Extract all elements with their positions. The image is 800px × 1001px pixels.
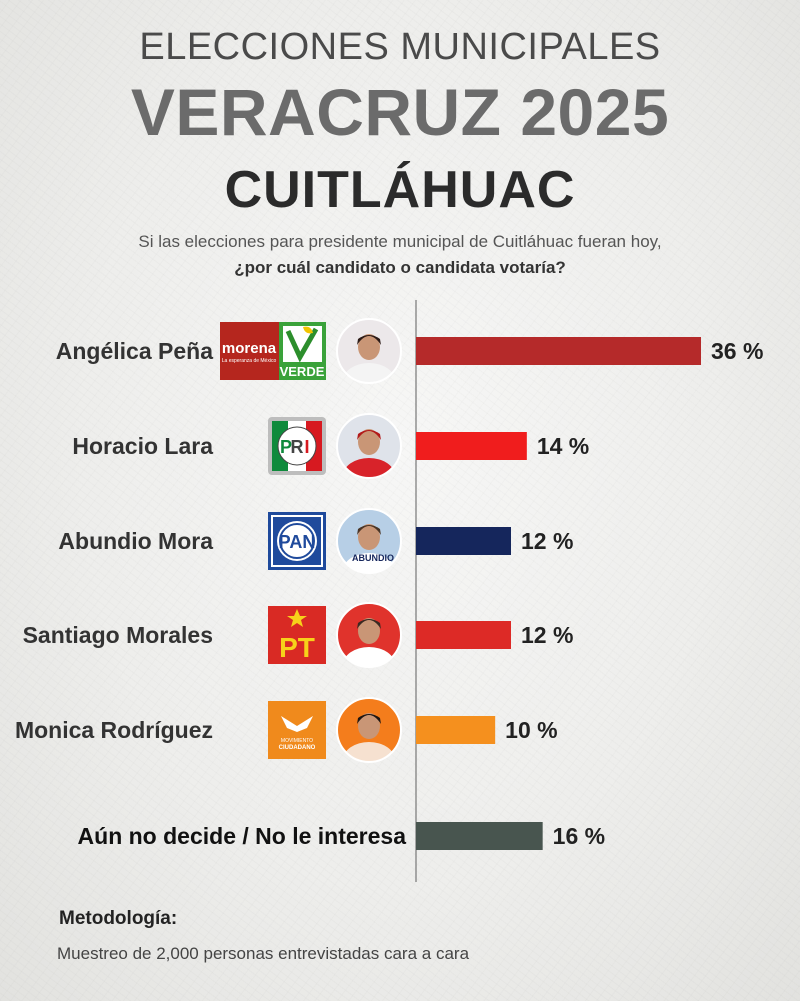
pri-letter-r: R [291, 437, 304, 457]
bar [416, 432, 527, 460]
category-label: Aún no decide / No le interesa [78, 823, 407, 849]
morena-tagline: La esperanza de México [222, 358, 277, 364]
value-label: 16 % [553, 823, 605, 849]
morena-wordmark: morena [222, 340, 277, 357]
bar [416, 621, 511, 649]
chart-row: Aún no decide / No le interesa 16 % [78, 822, 605, 850]
pan-logo: PAN [268, 512, 326, 570]
category-label: Monica Rodríguez [15, 717, 213, 743]
pt-wordmark: PT [279, 632, 315, 663]
mc-line1: MOVIMIENTO [281, 738, 313, 744]
chart-row: Santiago Morales 12 % PT [23, 602, 573, 668]
mc-line2: CIUDADANO [279, 745, 316, 751]
survey-question-line2: ¿por cuál candidato o candidata votaría? [234, 258, 566, 277]
candidate-photo [336, 413, 402, 479]
header-title-municipality: CUITLÁHUAC [224, 161, 576, 219]
pri-letter-i: I [304, 437, 309, 457]
category-label: Abundio Mora [58, 528, 213, 554]
pan-wordmark: PAN [279, 532, 316, 552]
mc-eagle [281, 716, 313, 732]
methodology-title: Metodología: [59, 908, 178, 929]
candidate-photo [336, 602, 402, 668]
bar [416, 822, 543, 850]
category-label: Santiago Morales [23, 622, 213, 648]
methodology-text: Muestreo de 2,000 personas entrevistadas… [57, 944, 470, 963]
header-title-line1: ELECCIONES MUNICIPALES [139, 26, 661, 68]
pri-letter-p: P [280, 437, 292, 457]
value-label: 14 % [537, 433, 589, 459]
pt-logo: PT [268, 606, 326, 664]
survey-question-line1: Si las elecciones para presidente munici… [138, 232, 662, 251]
candidate-photo [336, 697, 402, 763]
header-title-line2: VERACRUZ 2025 [130, 75, 670, 149]
verde-wordmark: VERDE [280, 364, 325, 379]
bar [416, 716, 496, 744]
value-label: 10 % [505, 717, 557, 743]
candidate-photo: ABUNDIO [336, 508, 402, 574]
candidate-photo [336, 318, 402, 384]
value-label: 12 % [521, 528, 573, 554]
value-label: 36 % [711, 338, 763, 364]
category-label: Horacio Lara [72, 433, 213, 459]
category-label: Angélica Peña [56, 338, 213, 364]
chart-row: Horacio Lara 14 % PR I [72, 413, 589, 479]
bar [416, 337, 701, 365]
pt-star [287, 609, 307, 627]
chart-row: Abundio Mora 12 % PAN ABUNDIO [58, 508, 573, 574]
pri-logo: PR I [268, 417, 326, 475]
shirt-text: ABUNDIO [352, 553, 394, 563]
value-label: 12 % [521, 622, 573, 648]
bar [416, 527, 511, 555]
